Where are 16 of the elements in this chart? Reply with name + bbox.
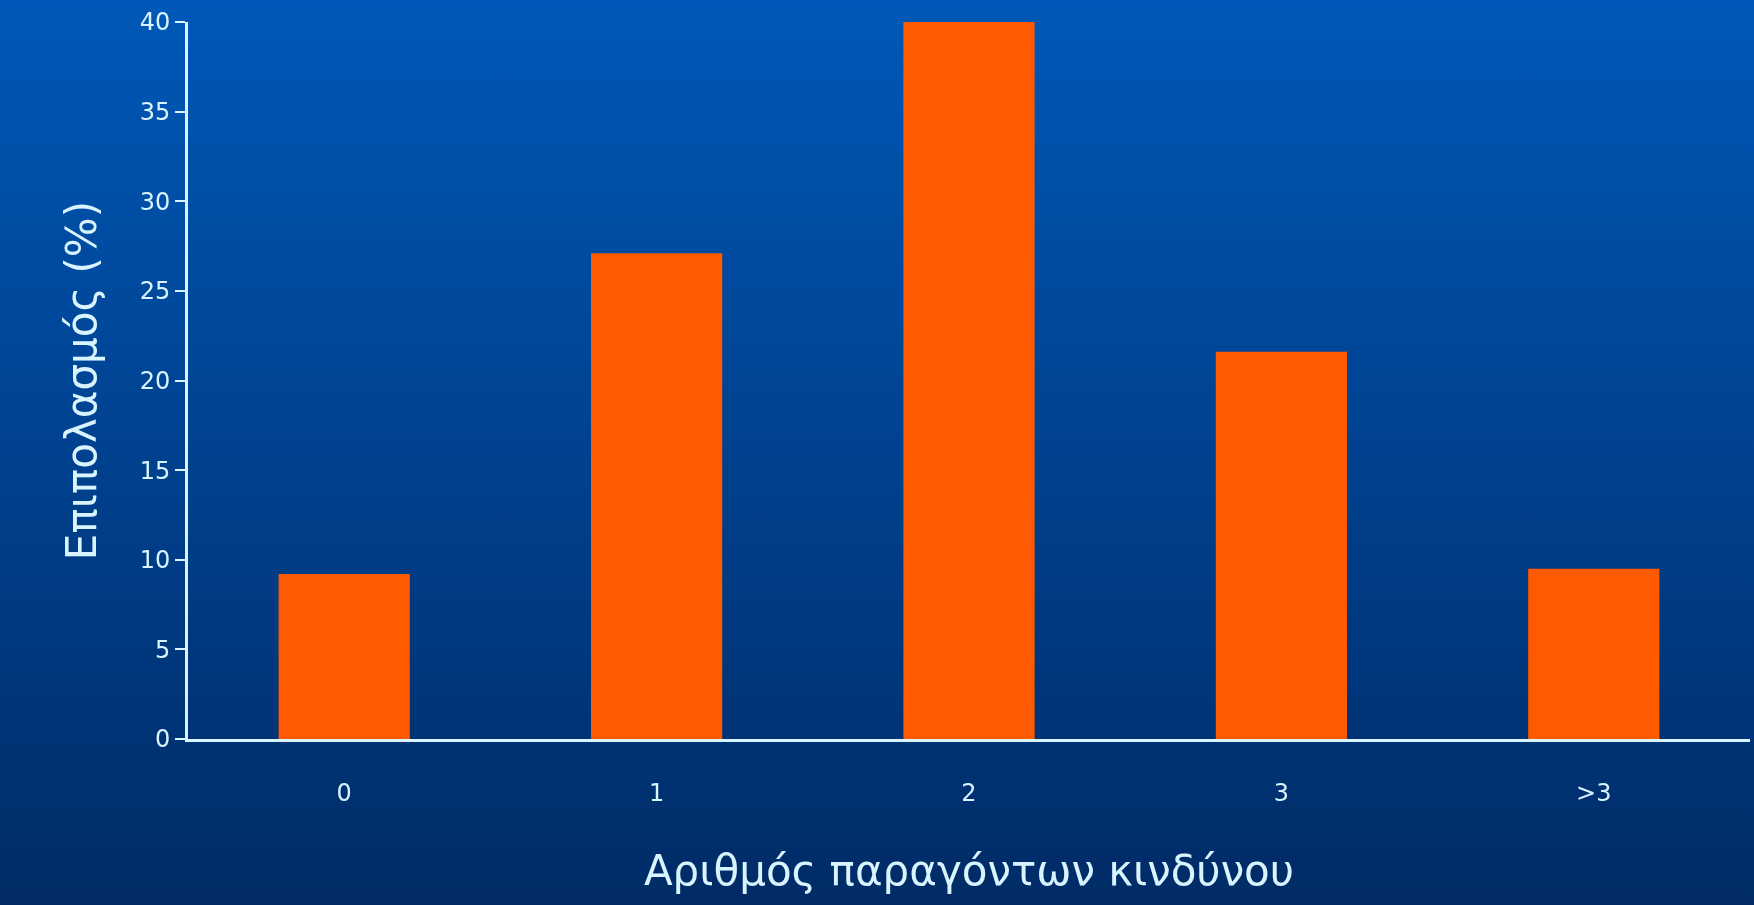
y-tick-label: 0 <box>154 725 171 754</box>
y-tick-label: 25 <box>139 277 171 306</box>
y-axis-title: Επιπολασμός (%) <box>57 200 107 561</box>
x-tick-label: >3 <box>1576 778 1612 807</box>
x-tick-label: 0 <box>336 778 352 807</box>
x-tick-label: 2 <box>961 778 977 807</box>
y-tick-label: 15 <box>139 456 171 485</box>
y-tick-label: 10 <box>139 546 171 575</box>
x-tick-label: 3 <box>1273 778 1290 807</box>
x-tick-label: 1 <box>648 778 665 807</box>
y-tick-label: 30 <box>139 187 171 216</box>
x-axis-title: Αριθμός παραγόντων κινδύνου <box>643 845 1295 895</box>
y-tick-label: 35 <box>139 98 171 127</box>
y-tick-label: 5 <box>154 635 171 664</box>
y-tick-label: 20 <box>139 366 171 395</box>
y-tick-label: 40 <box>139 8 171 37</box>
